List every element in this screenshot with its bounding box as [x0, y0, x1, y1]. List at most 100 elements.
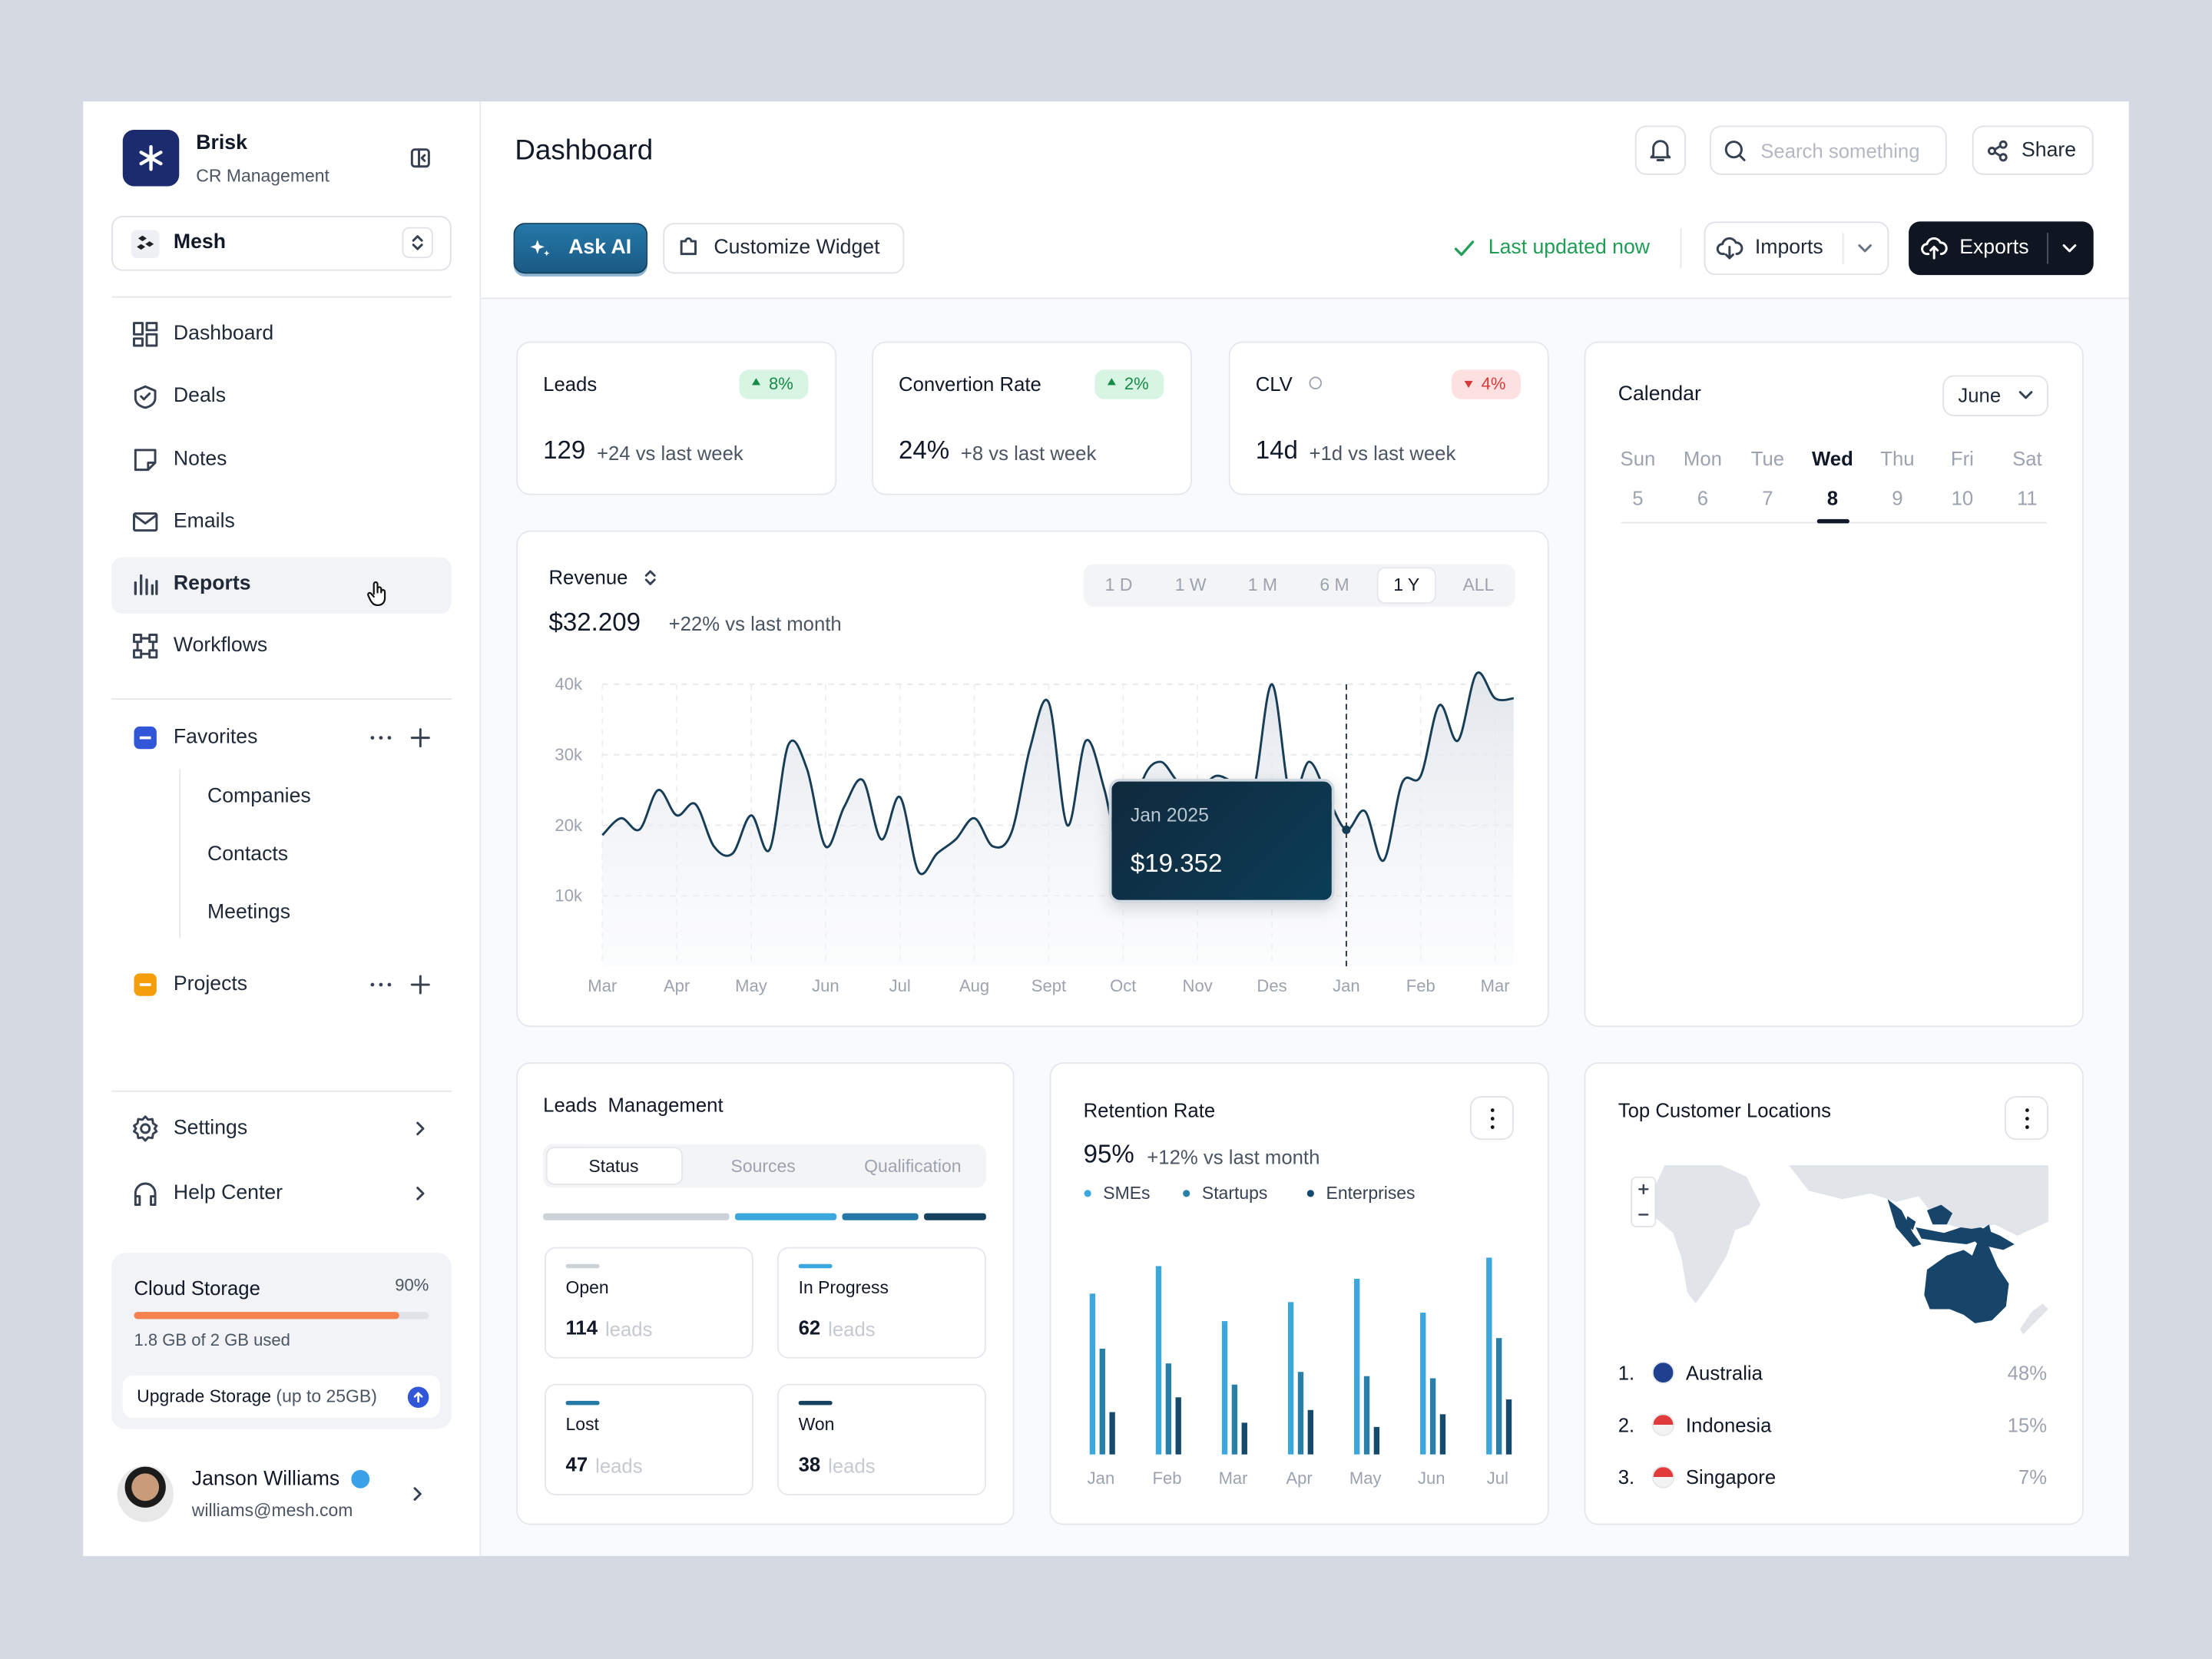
country: Singapore	[1685, 1465, 1777, 1488]
nav-item[interactable]: Dashboard	[173, 323, 274, 346]
date[interactable]: 7	[1762, 486, 1773, 510]
favorite-item[interactable]: Companies	[207, 785, 311, 808]
imports-caret[interactable]	[1856, 241, 1873, 255]
x-tick-label: Jun	[812, 976, 839, 995]
kpi-label: Leads	[543, 372, 598, 396]
x-tick-label: Feb	[1153, 1469, 1182, 1488]
upgrade-label[interactable]: Upgrade Storage (up to 25GB)	[137, 1387, 377, 1406]
kpi-change: 8%	[769, 373, 793, 394]
month-select[interactable]	[1942, 375, 2048, 416]
footer-nav-item[interactable]: Settings	[173, 1117, 248, 1140]
favorite-item[interactable]: Meetings	[207, 901, 291, 924]
divider	[2047, 233, 2048, 264]
kpi-note: +8 vs last week	[960, 441, 1097, 465]
tree-line	[179, 769, 181, 939]
date[interactable]: 8	[1826, 486, 1839, 510]
status-unit: leads	[604, 1317, 653, 1340]
settings-icon	[133, 1115, 158, 1142]
status-color	[798, 1263, 833, 1269]
status-segment	[734, 1213, 836, 1220]
share: 48%	[2007, 1361, 2048, 1384]
trend-arrow	[1107, 378, 1116, 386]
workspace-name: Mesh	[173, 230, 227, 254]
x-tick-label: Mar	[1219, 1469, 1248, 1488]
x-tick-label: Aug	[959, 976, 989, 995]
status-segment	[543, 1213, 730, 1220]
nav-item[interactable]: Deals	[173, 384, 227, 408]
date[interactable]: 11	[2017, 486, 2038, 510]
kebab	[2025, 1108, 2029, 1129]
revenue-note: +22% vs last month	[668, 612, 842, 635]
locations-title: Top Customer Locations	[1618, 1098, 1832, 1122]
revenue-area	[602, 672, 1514, 967]
favorite-item[interactable]: Contacts	[207, 843, 289, 866]
rank: 3.	[1618, 1465, 1635, 1488]
trend-arrow	[751, 378, 761, 386]
date[interactable]: 9	[1892, 486, 1903, 510]
legend-label: SMEs	[1103, 1183, 1150, 1203]
search-box[interactable]	[1710, 125, 1947, 175]
imports-label: Imports	[1754, 237, 1823, 260]
nav-item[interactable]: Reports	[173, 572, 251, 595]
favorites-title[interactable]: Favorites	[173, 726, 258, 749]
projects-title[interactable]: Projects	[173, 972, 248, 996]
tab[interactable]: Status	[588, 1156, 639, 1177]
bar	[1175, 1397, 1181, 1455]
trend-arrow	[1464, 380, 1473, 389]
active-nav-bg	[111, 557, 452, 614]
retention-note: +12% vs last month	[1147, 1145, 1320, 1168]
range-button[interactable]: 1 Y	[1393, 575, 1420, 595]
x-tick-label: Apr	[664, 976, 690, 995]
brand: Brisk	[196, 132, 247, 155]
storage-used: 1.8 GB of 2 GB used	[134, 1330, 290, 1350]
kpi-change: 4%	[1481, 373, 1506, 394]
status-count: 47	[565, 1452, 588, 1476]
kebab	[1490, 1108, 1495, 1129]
bar	[1420, 1313, 1426, 1455]
x-tick-label: Feb	[1406, 976, 1435, 995]
footer-nav-item[interactable]: Help Center	[173, 1181, 283, 1205]
share-button[interactable]	[1972, 125, 2094, 175]
x-tick-label: Nov	[1183, 976, 1213, 995]
date[interactable]: 10	[1951, 486, 1974, 510]
date[interactable]: 5	[1632, 486, 1644, 510]
nav-item[interactable]: Notes	[173, 448, 227, 472]
workspace-select[interactable]	[111, 216, 452, 271]
collapse-icon[interactable]	[409, 147, 432, 169]
range-button[interactable]: 1 D	[1104, 575, 1133, 595]
tab[interactable]: Sources	[730, 1156, 796, 1177]
nav-item[interactable]: Emails	[173, 510, 235, 533]
kpi-label: Convertion Rate	[899, 372, 1041, 396]
tab[interactable]: Qualification	[864, 1156, 962, 1177]
range-button[interactable]: 1 W	[1174, 575, 1207, 595]
customize-button[interactable]	[663, 223, 905, 274]
download-icon	[1716, 237, 1743, 260]
bar	[1307, 1409, 1314, 1455]
range-button[interactable]: ALL	[1462, 575, 1495, 595]
section-actions[interactable]	[369, 727, 434, 995]
range-button[interactable]: 1 M	[1247, 575, 1278, 595]
x-tick-label: May	[1349, 1469, 1382, 1488]
date[interactable]: 6	[1697, 486, 1709, 510]
ask-ai-label: Ask AI	[568, 237, 632, 260]
status-color	[798, 1400, 833, 1406]
bar	[1373, 1426, 1380, 1455]
imports-button[interactable]	[1704, 221, 1889, 276]
upgrade-button[interactable]	[122, 1375, 441, 1418]
exports-caret[interactable]	[2061, 241, 2078, 255]
x-tick-label: Jul	[889, 976, 911, 995]
exports-button[interactable]	[1909, 221, 2094, 276]
sparkle-icon	[530, 240, 550, 257]
leads-mgmt-title: Leads Management	[543, 1093, 724, 1116]
range-button[interactable]: 6 M	[1320, 575, 1349, 595]
exports-label: Exports	[1959, 237, 2029, 260]
nav-item[interactable]: Workflows	[173, 634, 268, 657]
sort-icon[interactable]	[642, 568, 659, 587]
bar	[1363, 1376, 1370, 1455]
notifications-button[interactable]	[1634, 125, 1686, 175]
x-tick-label: Mar	[588, 976, 617, 995]
weekday: Wed	[1811, 447, 1853, 470]
